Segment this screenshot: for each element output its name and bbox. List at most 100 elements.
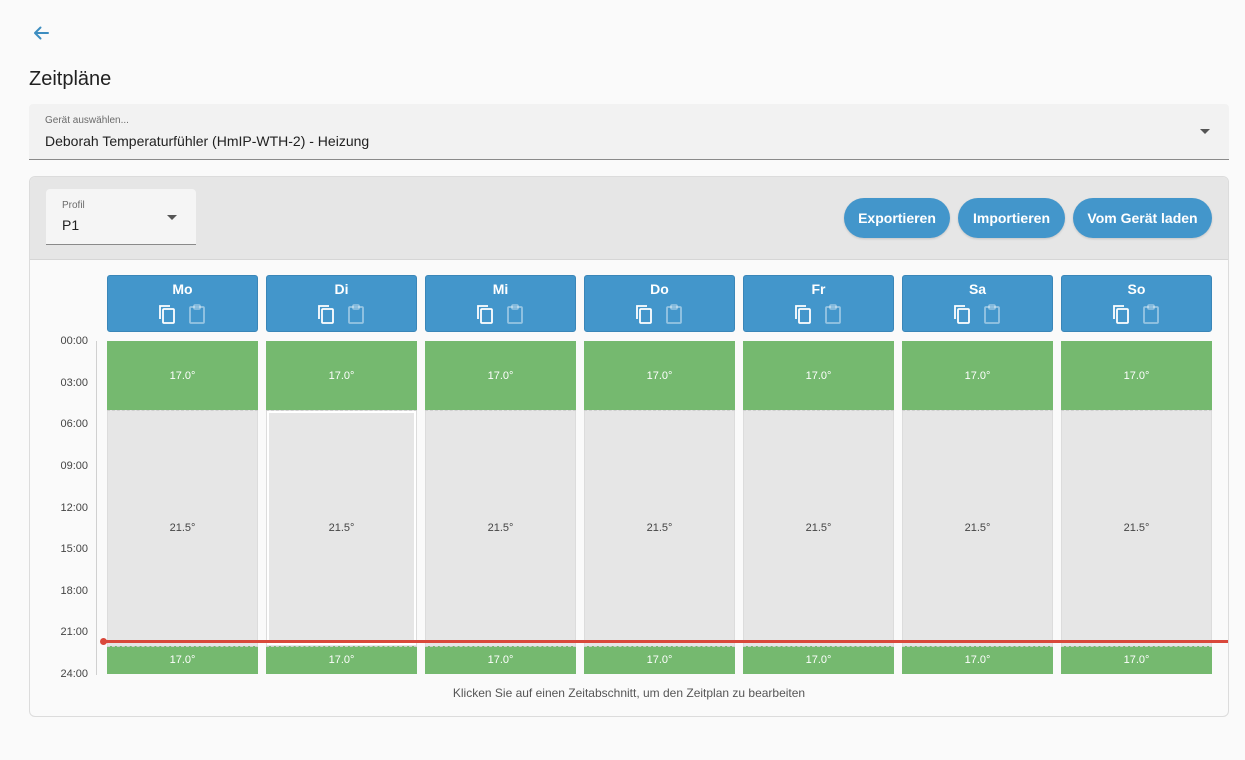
schedule-segment[interactable]: 17.0°: [743, 646, 894, 674]
segment-temperature: 17.0°: [964, 654, 991, 667]
day-header-do[interactable]: Do: [584, 275, 735, 332]
paste-icon[interactable]: [823, 303, 843, 325]
schedule-segment[interactable]: 17.0°: [584, 341, 735, 411]
schedule-segment[interactable]: 17.0°: [266, 341, 417, 411]
schedule-segment[interactable]: 17.0°: [425, 646, 576, 674]
schedule-segment[interactable]: 21.5°: [743, 410, 894, 647]
segment-divider: [425, 410, 576, 412]
segment-temperature: 17.0°: [328, 654, 355, 667]
segment-divider: [425, 646, 576, 648]
device-select-value: Deborah Temperaturfühler (HmIP-WTH-2) - …: [45, 133, 370, 149]
schedule-segment[interactable]: 21.5°: [1061, 410, 1212, 647]
time-label: 18:00: [60, 584, 88, 597]
segment-divider: [1061, 646, 1212, 648]
time-label: 00:00: [60, 335, 88, 347]
segment-temperature: 17.0°: [328, 369, 355, 382]
schedule-segment[interactable]: 17.0°: [584, 646, 735, 674]
day-header-sa[interactable]: Sa: [902, 275, 1053, 332]
day-header-so[interactable]: So: [1061, 275, 1212, 332]
time-label: 09:00: [60, 459, 88, 472]
segment-temperature: 17.0°: [964, 369, 991, 382]
day-header-di[interactable]: Di: [266, 275, 417, 332]
device-select-label: Gerät auswählen...: [45, 115, 129, 126]
segment-divider: [266, 646, 417, 648]
copy-icon[interactable]: [1111, 303, 1131, 325]
import-button[interactable]: Importieren: [958, 198, 1065, 238]
paste-icon[interactable]: [346, 303, 366, 325]
load-from-device-button[interactable]: Vom Gerät laden: [1073, 198, 1212, 238]
schedule-segment[interactable]: 17.0°: [266, 646, 417, 674]
segment-temperature: 17.0°: [646, 369, 673, 382]
segment-temperature: 17.0°: [487, 654, 514, 667]
day-name: Mi: [492, 281, 509, 297]
segment-divider: [1061, 410, 1212, 412]
segment-temperature: 17.0°: [1123, 369, 1150, 382]
time-label: 06:00: [60, 418, 88, 431]
segment-temperature: 17.0°: [1123, 654, 1150, 667]
schedule-segment[interactable]: 17.0°: [107, 341, 258, 411]
schedule-card: Profil P1 Exportieren Importieren Vom Ge…: [29, 176, 1229, 717]
segment-divider: [743, 646, 894, 648]
day-name: Mo: [172, 281, 193, 297]
segment-temperature: 21.5°: [805, 522, 832, 535]
time-label: 12:00: [60, 501, 88, 514]
schedule-segment[interactable]: 21.5°: [584, 410, 735, 647]
page-title: Zeitpläne: [29, 68, 112, 90]
segment-temperature: 17.0°: [646, 654, 673, 667]
schedule-segment[interactable]: 17.0°: [743, 341, 894, 411]
chevron-down-icon: [167, 215, 177, 220]
segment-divider: [902, 410, 1053, 412]
profile-select-label: Profil: [62, 200, 85, 211]
schedule-segment[interactable]: 21.5°: [425, 410, 576, 647]
copy-icon[interactable]: [952, 303, 972, 325]
segment-temperature: 21.5°: [1123, 522, 1150, 535]
segment-divider: [266, 410, 417, 412]
current-time-dot: [100, 637, 107, 645]
hint-text: Klicken Sie auf einen Zeitabschnitt, um …: [452, 686, 806, 700]
day-name: Sa: [968, 281, 987, 297]
segment-temperature: 21.5°: [487, 522, 514, 535]
schedule-segment[interactable]: 17.0°: [1061, 646, 1212, 674]
segment-temperature: 21.5°: [169, 522, 196, 535]
segment-temperature: 21.5°: [646, 522, 673, 535]
day-header-fr[interactable]: Fr: [743, 275, 894, 332]
paste-icon[interactable]: [982, 303, 1002, 325]
paste-icon[interactable]: [664, 303, 684, 325]
paste-icon[interactable]: [1141, 303, 1161, 325]
profile-select[interactable]: Profil P1: [46, 189, 196, 245]
back-arrow-icon[interactable]: [28, 20, 54, 46]
schedule-segment[interactable]: 17.0°: [1061, 341, 1212, 411]
paste-icon[interactable]: [187, 303, 207, 325]
schedule-toolbar: Profil P1 Exportieren Importieren Vom Ge…: [30, 177, 1228, 260]
time-label: 03:00: [60, 376, 88, 389]
segment-divider: [584, 410, 735, 412]
schedule-segment[interactable]: 17.0°: [902, 341, 1053, 411]
copy-icon[interactable]: [793, 303, 813, 325]
day-header-mo[interactable]: Mo: [107, 275, 258, 332]
day-header-mi[interactable]: Mi: [425, 275, 576, 332]
device-select[interactable]: Gerät auswählen... Deborah Temperaturfüh…: [29, 104, 1229, 160]
copy-icon[interactable]: [475, 303, 495, 325]
segment-divider: [902, 646, 1053, 648]
paste-icon[interactable]: [505, 303, 525, 325]
schedule-segment[interactable]: 17.0°: [425, 341, 576, 411]
copy-icon[interactable]: [157, 303, 177, 325]
export-button[interactable]: Exportieren: [844, 198, 950, 238]
day-name: Fr: [811, 281, 826, 297]
segment-temperature: 17.0°: [487, 369, 514, 382]
current-time-line: [103, 639, 1228, 643]
schedule-segment[interactable]: 21.5°: [107, 410, 258, 647]
segment-temperature: 17.0°: [169, 369, 196, 382]
schedule-segment[interactable]: 21.5°: [902, 410, 1053, 647]
time-label: 24:00: [60, 668, 88, 677]
schedule-segment[interactable]: 17.0°: [107, 646, 258, 674]
day-name: Do: [650, 281, 669, 297]
copy-icon[interactable]: [316, 303, 336, 325]
profile-select-value: P1: [62, 217, 80, 233]
segment-temperature: 17.0°: [169, 654, 196, 667]
schedule-segment[interactable]: 21.5°: [266, 410, 417, 647]
schedule-segment[interactable]: 17.0°: [902, 646, 1053, 674]
day-name: So: [1127, 281, 1146, 297]
copy-icon[interactable]: [634, 303, 654, 325]
segment-temperature: 17.0°: [805, 369, 832, 382]
